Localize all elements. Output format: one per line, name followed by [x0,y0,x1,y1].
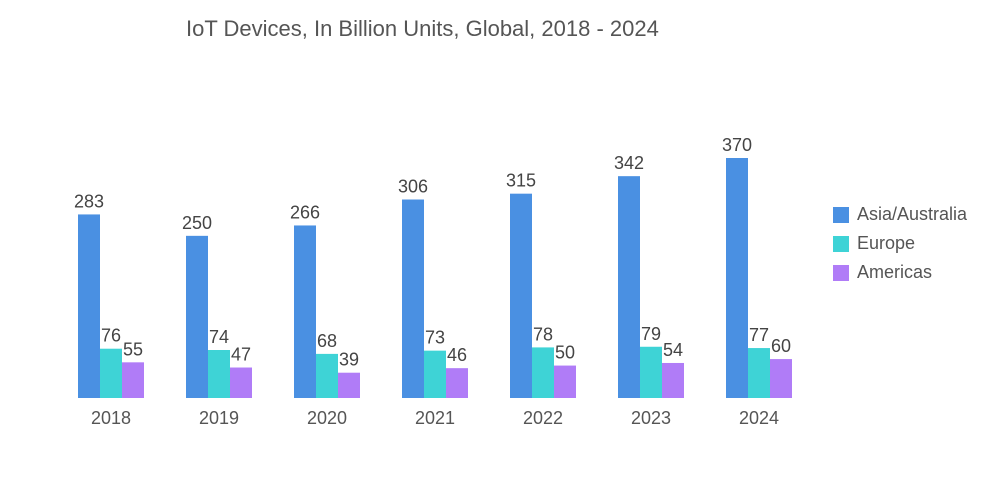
legend-item-americas[interactable]: Americas [833,258,967,287]
bar-americas-2023[interactable] [662,362,684,398]
bar-asia-australia-2021[interactable] [402,199,424,398]
data-label-asia-australia-2020: 266 [290,202,320,222]
data-label-europe-2024: 77 [749,325,769,345]
x-tick-label-2019: 2019 [199,408,239,428]
bar-asia-australia-2024[interactable] [726,158,748,398]
bar-asia-australia-2018[interactable] [78,214,100,398]
data-label-asia-australia-2024: 370 [722,135,752,155]
data-label-asia-australia-2022: 315 [506,171,536,191]
bar-americas-2024[interactable] [770,359,792,398]
bar-americas-2020[interactable] [338,372,360,398]
data-label-americas-2021: 46 [447,345,467,365]
data-label-asia-australia-2023: 342 [614,153,644,173]
x-tick-label-2024: 2024 [739,408,779,428]
data-label-americas-2024: 60 [771,336,791,356]
bars-layer [78,158,792,398]
x-tick-label-2021: 2021 [415,408,455,428]
bar-americas-2018[interactable] [122,362,144,398]
data-label-americas-2018: 55 [123,339,143,359]
legend-swatch-americas [833,264,849,281]
legend-item-asia-australia[interactable]: Asia/Australia [833,200,967,229]
data-label-americas-2019: 47 [231,345,251,365]
x-tick-label-2023: 2023 [631,408,671,428]
legend-label-asia-australia: Asia/Australia [857,204,968,224]
x-tick-label-2018: 2018 [91,408,131,428]
bar-europe-2021[interactable] [424,350,446,398]
bar-europe-2019[interactable] [208,350,230,398]
bar-asia-australia-2019[interactable] [186,235,208,398]
legend-label-europe: Europe [857,233,916,253]
legend-item-europe[interactable]: Europe [833,229,967,258]
bar-europe-2022[interactable] [532,347,554,398]
data-label-europe-2023: 79 [641,324,661,344]
bar-asia-australia-2020[interactable] [294,225,316,398]
data-label-americas-2020: 39 [339,350,359,370]
data-label-asia-australia-2018: 283 [74,191,104,211]
data-label-asia-australia-2021: 306 [398,177,428,197]
bar-americas-2022[interactable] [554,365,576,398]
bar-americas-2021[interactable] [446,368,468,398]
x-tick-label-2022: 2022 [523,408,563,428]
legend: Asia/Australia Europe Americas [833,200,967,287]
bar-europe-2024[interactable] [748,348,770,398]
bar-asia-australia-2023[interactable] [618,176,640,398]
bar-europe-2023[interactable] [640,346,662,398]
x-tick-label-2020: 2020 [307,408,347,428]
legend-label-americas: Americas [857,262,933,282]
data-label-europe-2021: 73 [425,328,445,348]
data-label-europe-2018: 76 [101,326,121,346]
chart-title: IoT Devices, In Billion Units, Global, 2… [186,16,659,41]
data-label-americas-2023: 54 [663,340,683,360]
data-label-europe-2019: 74 [209,327,229,347]
data-label-asia-australia-2019: 250 [182,213,212,233]
bar-europe-2018[interactable] [100,348,122,398]
x-axis-ticks: 2018 2019 2020 2021 2022 2023 2024 [91,408,779,428]
data-label-europe-2020: 68 [317,331,337,351]
legend-swatch-asia-australia [833,206,849,223]
data-label-americas-2022: 50 [555,343,575,363]
bar-europe-2020[interactable] [316,353,338,398]
bar-asia-australia-2022[interactable] [510,193,532,398]
bar-americas-2019[interactable] [230,367,252,398]
data-label-europe-2022: 78 [533,324,553,344]
legend-swatch-europe [833,235,849,252]
